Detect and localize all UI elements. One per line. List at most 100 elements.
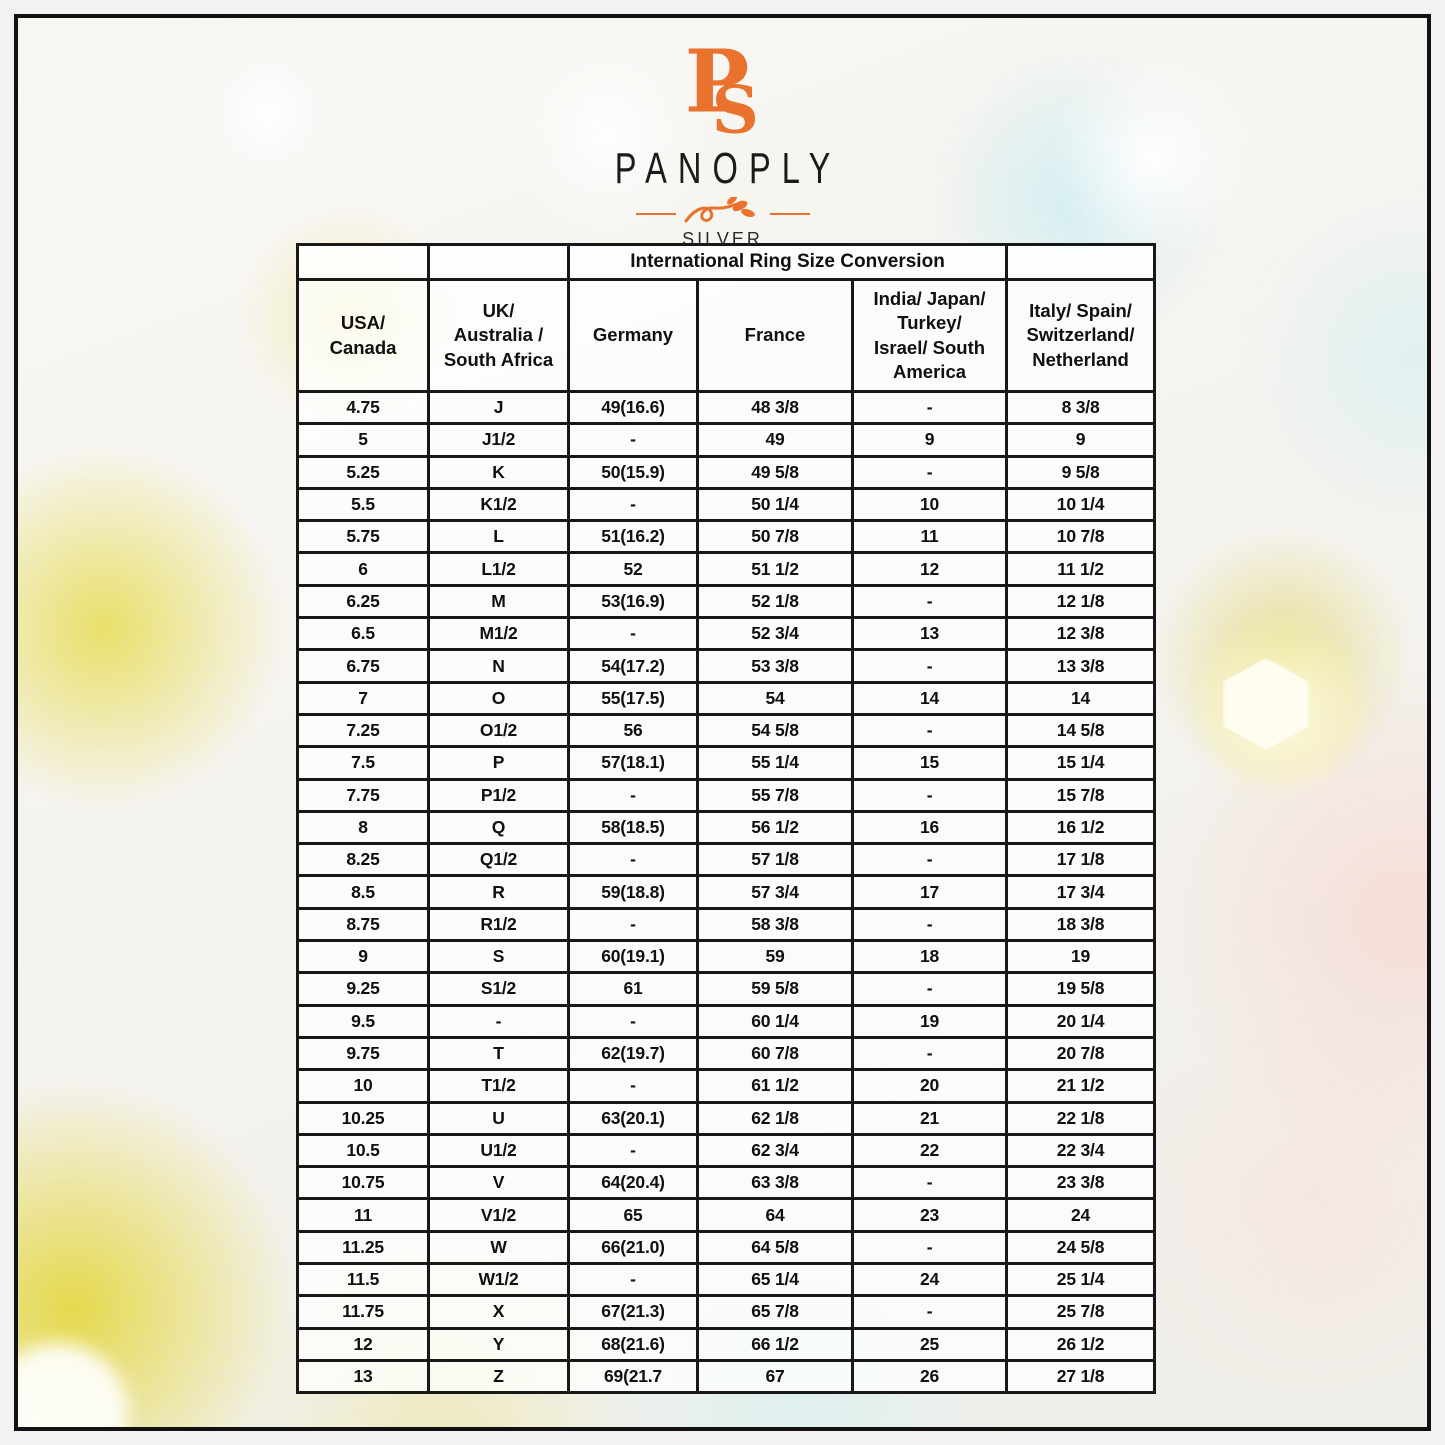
table-title: International Ring Size Conversion bbox=[566, 243, 1009, 281]
table-cell: - bbox=[567, 486, 699, 523]
table-cell: - bbox=[850, 842, 1009, 878]
table-cell: J1/2 bbox=[427, 422, 570, 458]
table-cell: 60 1/4 bbox=[696, 1003, 854, 1039]
table-cell: L bbox=[427, 519, 570, 555]
table-row: 9.25 S1/2 61 59 5/8-19 5/8 bbox=[296, 971, 1157, 1007]
table-cell: 59 bbox=[696, 939, 854, 975]
table-cell: 57(18.1) bbox=[567, 745, 699, 781]
table-cell: 17 3/4 bbox=[1005, 874, 1157, 910]
table-cell: 24 bbox=[850, 1262, 1009, 1298]
table-cell: 67 bbox=[696, 1358, 854, 1395]
table-cell: 10 bbox=[850, 486, 1009, 523]
table-cell: - bbox=[850, 1229, 1009, 1266]
table-cell: 16 1/2 bbox=[1005, 809, 1157, 846]
table-row: 11.25 W 66(21.0) 64 5/8-24 5/8 bbox=[296, 1229, 1157, 1266]
table-cell: 23 3/8 bbox=[1005, 1165, 1157, 1201]
table-row: 7.75 P1/2-55 7/8-15 7/8 bbox=[296, 777, 1157, 813]
table-row: 13 Z 69(21.7 67 26 27 1/8 bbox=[296, 1358, 1157, 1395]
table-cell: 50 1/4 bbox=[696, 486, 854, 523]
table-cell: 8.75 bbox=[296, 906, 430, 943]
table-cell: 10.25 bbox=[296, 1100, 430, 1136]
table-cell: 8 bbox=[296, 809, 430, 846]
table-cell: 52 1/8 bbox=[696, 583, 854, 620]
table-cell: 62 3/4 bbox=[696, 1132, 854, 1169]
svg-text:S: S bbox=[711, 72, 758, 140]
table-cell: 48 3/8 bbox=[696, 389, 854, 426]
table-header-row: USA/ Canada UK/ Australia / South Africa… bbox=[296, 278, 1157, 393]
table-cell: 54(17.2) bbox=[567, 648, 699, 684]
table-cell: 57 1/8 bbox=[696, 842, 854, 878]
table-cell: - bbox=[567, 777, 699, 813]
table-cell: 10 bbox=[296, 1068, 430, 1104]
table-cell: 55(17.5) bbox=[567, 680, 699, 716]
table-cell: W bbox=[427, 1229, 570, 1266]
table-cell: 17 1/8 bbox=[1005, 842, 1157, 878]
table-cell: 12 bbox=[850, 551, 1009, 587]
table-cell: 13 3/8 bbox=[1005, 648, 1157, 684]
table-cell: Q1/2 bbox=[427, 842, 570, 878]
table-cell: 15 1/4 bbox=[1005, 745, 1157, 781]
table-cell: - bbox=[567, 616, 699, 652]
table-cell: 64(20.4) bbox=[567, 1165, 699, 1201]
table-cell: 25 7/8 bbox=[1005, 1294, 1157, 1330]
table-cell: 63 3/8 bbox=[696, 1165, 854, 1201]
table-cell: 11 bbox=[296, 1197, 430, 1233]
table-cell: - bbox=[850, 1294, 1009, 1330]
table-cell: - bbox=[427, 1003, 570, 1039]
table-cell: 64 bbox=[696, 1197, 854, 1233]
table-cell: 22 bbox=[850, 1132, 1009, 1169]
table-cell: 18 bbox=[850, 939, 1009, 975]
table-cell: - bbox=[850, 906, 1009, 943]
table-cell: 10.75 bbox=[296, 1165, 430, 1201]
table-cell: 4.75 bbox=[296, 389, 430, 426]
table-cell: 12 1/8 bbox=[1005, 583, 1157, 620]
table-cell: 51(16.2) bbox=[567, 519, 699, 555]
table-row: 4.75 J 49(16.6) 48 3/8-8 3/8 bbox=[296, 389, 1157, 426]
table-cell: 26 bbox=[850, 1358, 1009, 1395]
table-cell: S1/2 bbox=[427, 971, 570, 1007]
table-row: 5.25 K 50(15.9) 49 5/8-9 5/8 bbox=[296, 454, 1157, 490]
divider-line-right bbox=[769, 212, 810, 216]
table-cell: - bbox=[567, 842, 699, 878]
table-cell: 11.5 bbox=[296, 1262, 430, 1298]
table-cell: - bbox=[850, 712, 1009, 749]
table-cell: - bbox=[567, 422, 699, 458]
table-cell: 7.25 bbox=[296, 712, 430, 749]
table-row: 5.75 L 51(16.2) 50 7/8 11 10 7/8 bbox=[296, 519, 1157, 555]
table-cell: 11.75 bbox=[296, 1294, 430, 1330]
table-row: 6.5 M1/2-52 3/4 13 12 3/8 bbox=[296, 616, 1157, 652]
table-cell: 49 bbox=[696, 422, 854, 458]
table-cell: 24 bbox=[1005, 1197, 1157, 1233]
table-cell: 65 7/8 bbox=[696, 1294, 854, 1330]
table-cell: 14 bbox=[850, 680, 1009, 716]
table-cell: 61 1/2 bbox=[696, 1068, 854, 1104]
table-cell: 5.75 bbox=[296, 519, 430, 555]
table-cell: U1/2 bbox=[427, 1132, 570, 1169]
table-cell: 66 1/2 bbox=[696, 1326, 854, 1362]
table-cell: 64 5/8 bbox=[696, 1229, 854, 1266]
table-cell: 21 bbox=[850, 1100, 1009, 1136]
table-cell: S bbox=[427, 939, 570, 975]
table-cell: 12 bbox=[296, 1326, 430, 1362]
bokeh-orb bbox=[18, 1343, 128, 1427]
table-cell: 7.5 bbox=[296, 745, 430, 781]
table-cell: 13 bbox=[850, 616, 1009, 652]
table-cell: - bbox=[850, 389, 1009, 426]
table-cell: 60(19.1) bbox=[567, 939, 699, 975]
col-header-usa-canada: USA/ Canada bbox=[296, 278, 430, 393]
table-cell: 55 1/4 bbox=[696, 745, 854, 781]
table-cell: K1/2 bbox=[427, 486, 570, 523]
table-row: 7.5 P 57(18.1) 55 1/4 15 15 1/4 bbox=[296, 745, 1157, 781]
table-row: 8.25 Q1/2-57 1/8-17 1/8 bbox=[296, 842, 1157, 878]
table-cell: 7 bbox=[296, 680, 430, 716]
table-cell: 69(21.7 bbox=[567, 1358, 699, 1395]
table-row: 11.5 W1/2-65 1/4 24 25 1/4 bbox=[296, 1262, 1157, 1298]
table-cell: P bbox=[427, 745, 570, 781]
table-row: 10.5 U1/2-62 3/4 22 22 3/4 bbox=[296, 1132, 1157, 1169]
divider-line-left bbox=[635, 212, 676, 216]
table-cell: O bbox=[427, 680, 570, 716]
table-cell: 13 bbox=[296, 1358, 430, 1395]
table-cell: T bbox=[427, 1035, 570, 1072]
table-row: 12 Y 68(21.6) 66 1/2 25 26 1/2 bbox=[296, 1326, 1157, 1362]
table-cell: 9.5 bbox=[296, 1003, 430, 1039]
